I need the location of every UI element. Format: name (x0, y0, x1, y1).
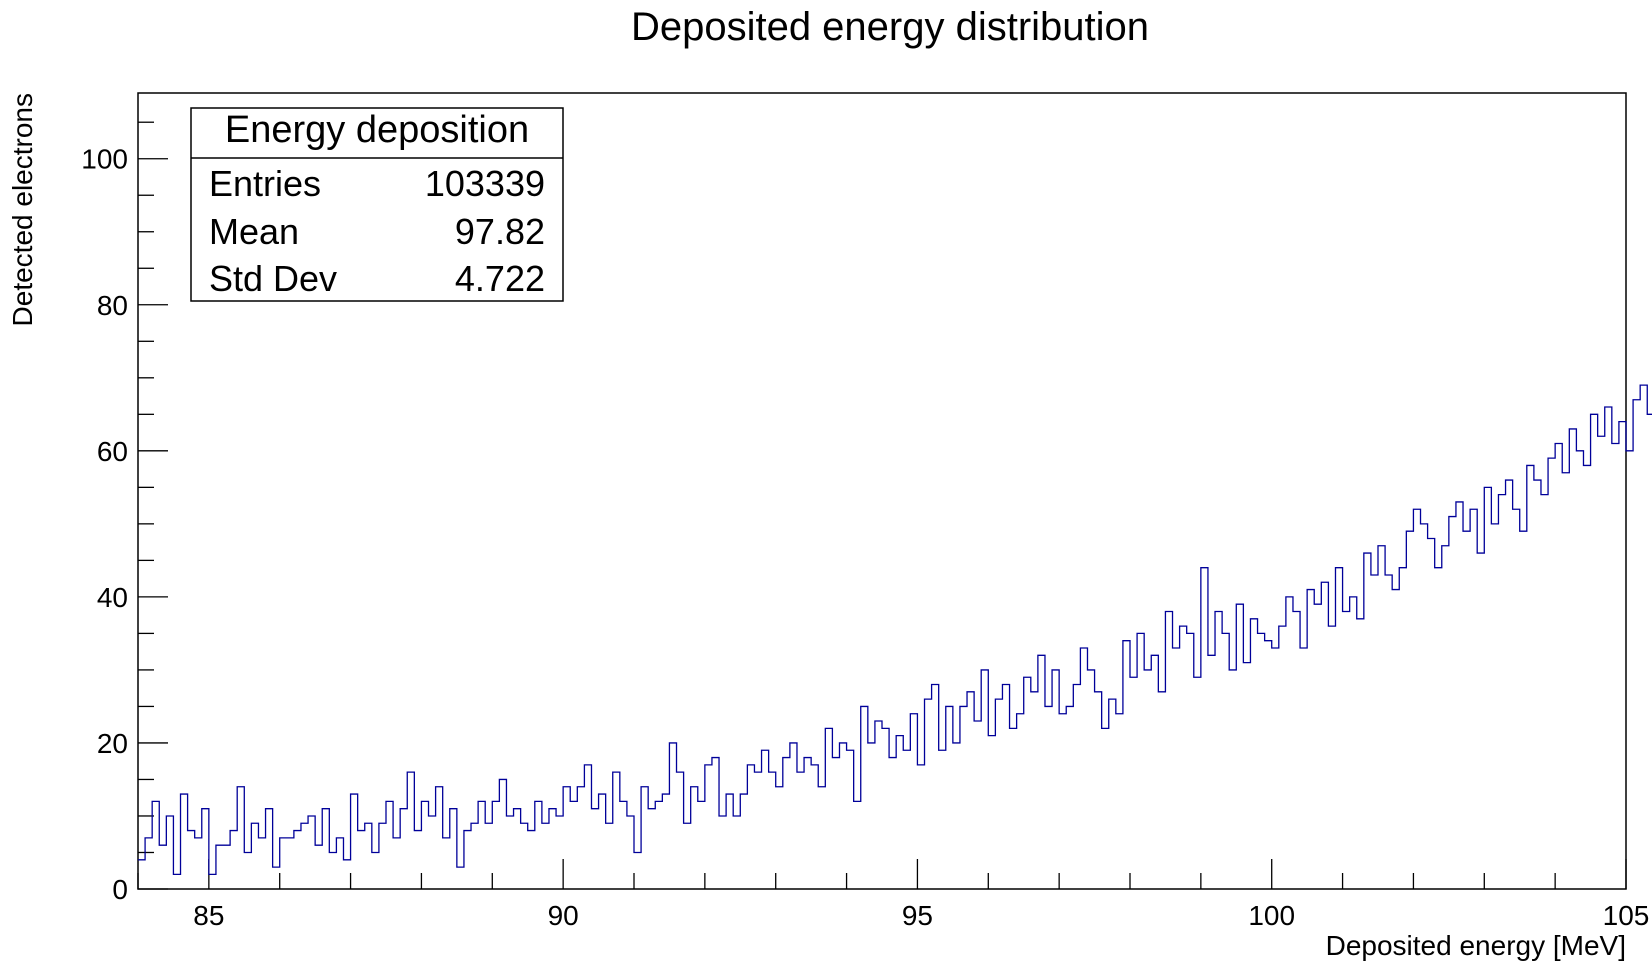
x-tick-label: 100 (1248, 900, 1295, 931)
stats-stddev-value: 4.722 (455, 258, 545, 299)
stats-box-frame (190, 107, 564, 302)
x-tick-label: 85 (193, 900, 224, 931)
stats-stddev-label: Std Dev (209, 258, 337, 299)
x-tick-label: 105 (1603, 900, 1650, 931)
y-tick-label: 80 (97, 290, 128, 321)
y-tick-label: 20 (97, 728, 128, 759)
stats-box-title: Energy deposition (225, 109, 529, 151)
chart-title: Deposited energy distribution (631, 5, 1149, 49)
stats-mean-value: 97.82 (455, 211, 545, 252)
x-tick-label: 90 (548, 900, 579, 931)
y-axis: 0 20 40 60 80 100 (81, 121, 168, 905)
stats-box: Energy deposition Entries 103339 Mean 97… (190, 107, 564, 302)
y-axis-label: Detected electrons (7, 93, 38, 326)
y-tick-label: 60 (97, 436, 128, 467)
y-tick-label: 0 (112, 874, 128, 905)
plot-frame (137, 92, 1627, 890)
stats-entries-value: 103339 (425, 163, 545, 204)
y-tick-label: 40 (97, 582, 128, 613)
x-axis-label: Deposited energy [MeV] (1326, 930, 1626, 961)
histogram-series (138, 384, 1652, 876)
x-axis: 85 90 95 100 105 (137, 859, 1650, 931)
stats-entries-label: Entries (209, 163, 321, 204)
x-tick-label: 95 (902, 900, 933, 931)
y-tick-label: 100 (81, 144, 128, 175)
stats-mean-label: Mean (209, 211, 299, 252)
